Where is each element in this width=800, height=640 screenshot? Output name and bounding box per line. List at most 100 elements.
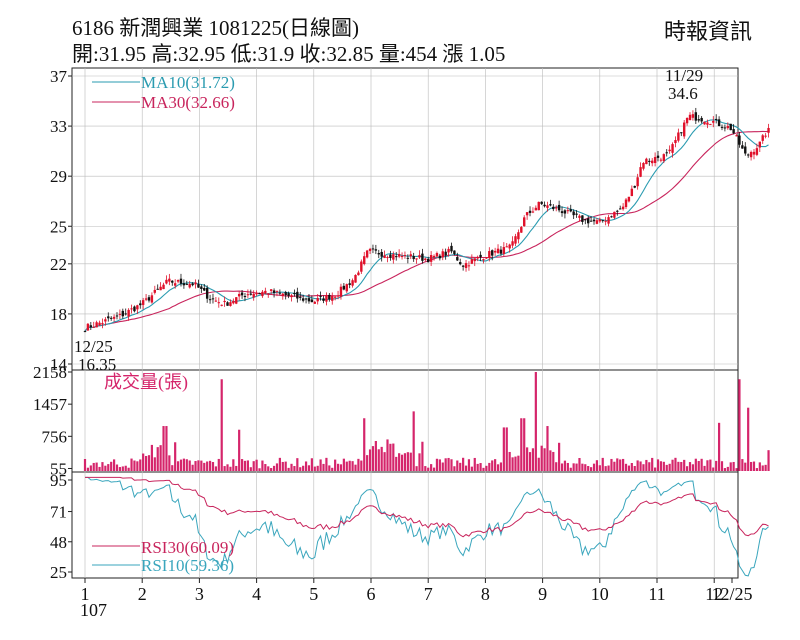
candle-up bbox=[650, 160, 654, 164]
volume-bar bbox=[159, 445, 162, 471]
candle-up bbox=[761, 135, 764, 141]
volume-bar bbox=[261, 460, 264, 471]
volume-bar bbox=[194, 461, 197, 471]
candle-down bbox=[205, 287, 209, 299]
candle-down bbox=[182, 283, 186, 286]
candle-up bbox=[400, 256, 404, 258]
candle-up bbox=[363, 256, 366, 265]
volume-bar bbox=[101, 462, 104, 471]
x-tick-label: 1 bbox=[81, 584, 90, 604]
volume-bar bbox=[592, 463, 596, 471]
volume-bar bbox=[496, 464, 500, 471]
candle-up bbox=[624, 199, 628, 208]
candle-up bbox=[677, 132, 680, 141]
candle-up bbox=[118, 313, 122, 315]
candle-down bbox=[665, 152, 668, 154]
low-date-label: 12/25 bbox=[74, 337, 113, 356]
volume-bars bbox=[83, 372, 770, 471]
candle-down bbox=[450, 245, 453, 252]
candle-up bbox=[627, 196, 631, 202]
candle-down bbox=[456, 257, 459, 261]
volume-bar bbox=[555, 462, 558, 471]
candle-down bbox=[543, 204, 546, 207]
candle-up bbox=[101, 323, 104, 325]
volume-bar bbox=[575, 463, 578, 471]
candle-up bbox=[397, 253, 401, 257]
rsi-y-tick: 71 bbox=[50, 503, 67, 522]
volume-bar bbox=[683, 459, 686, 471]
chart-title: 6186 新潤興業 1081225(日線圖) bbox=[72, 16, 359, 40]
volume-bar bbox=[415, 466, 418, 471]
volume-bar bbox=[761, 465, 764, 471]
volume-bar bbox=[95, 462, 98, 471]
candle-up bbox=[336, 295, 340, 297]
volume-bar bbox=[287, 467, 290, 471]
volume-bar bbox=[226, 464, 229, 471]
candle-up bbox=[127, 309, 130, 317]
candle-down bbox=[491, 250, 494, 256]
candle-down bbox=[601, 220, 604, 222]
candle-down bbox=[499, 249, 503, 254]
volume-bar bbox=[176, 461, 180, 471]
volume-bar bbox=[467, 459, 471, 471]
rsi-y-tick: 48 bbox=[50, 533, 67, 552]
candle-down bbox=[717, 119, 721, 127]
candle-up bbox=[368, 248, 372, 251]
volume-bar bbox=[459, 462, 462, 471]
volume-bar bbox=[587, 466, 590, 471]
volume-bar bbox=[671, 459, 674, 471]
candle-down bbox=[421, 253, 424, 261]
candle-down bbox=[552, 206, 555, 210]
candle-down bbox=[616, 210, 619, 212]
candle-up bbox=[488, 251, 491, 259]
candle-down bbox=[744, 146, 747, 154]
volume-bar bbox=[235, 465, 238, 471]
candle-up bbox=[424, 258, 427, 261]
volume-bar bbox=[98, 466, 101, 471]
candle-up bbox=[441, 251, 444, 258]
volume-bar bbox=[127, 467, 130, 471]
volume-bar bbox=[147, 455, 151, 471]
candle-up bbox=[432, 255, 436, 258]
candle-down bbox=[139, 303, 142, 306]
candle-down bbox=[656, 155, 660, 158]
candle-up bbox=[485, 257, 488, 259]
candle-up bbox=[703, 121, 706, 125]
volume-bar bbox=[552, 451, 555, 471]
volume-bar bbox=[520, 418, 523, 471]
volume-bar bbox=[211, 462, 215, 471]
volume-bar bbox=[270, 468, 273, 471]
volume-bar bbox=[104, 465, 107, 471]
candle-down bbox=[147, 297, 151, 301]
candle-up bbox=[383, 255, 386, 258]
rsi30-legend: RSI30(60.09) bbox=[141, 538, 234, 557]
candle-down bbox=[185, 283, 189, 285]
candle-up bbox=[578, 215, 581, 218]
candle-down bbox=[741, 145, 744, 149]
candle-up bbox=[537, 201, 540, 211]
candle-down bbox=[700, 117, 703, 122]
x-tick-label: 10 bbox=[591, 584, 609, 604]
volume-bar bbox=[322, 463, 325, 471]
candle-down bbox=[479, 254, 482, 258]
volume-bar bbox=[630, 463, 633, 471]
volume-bar bbox=[700, 458, 703, 471]
candle-up bbox=[275, 290, 279, 292]
volume-bar bbox=[139, 459, 142, 471]
volume-bar bbox=[706, 460, 709, 471]
candle-down bbox=[115, 315, 119, 317]
candle-up bbox=[214, 300, 218, 302]
volume-bar bbox=[470, 466, 473, 471]
candle-up bbox=[505, 246, 508, 248]
candle-down bbox=[107, 316, 110, 319]
volume-bar bbox=[441, 462, 444, 471]
volume-bar bbox=[703, 465, 706, 471]
x-tick-label: 6 bbox=[367, 584, 376, 604]
candle-down bbox=[243, 296, 247, 298]
candle-down bbox=[540, 201, 543, 204]
volume-bar bbox=[688, 462, 692, 471]
candle-up bbox=[333, 296, 337, 298]
candle-up bbox=[237, 293, 241, 297]
volume-bar bbox=[691, 464, 695, 471]
candle-down bbox=[191, 283, 194, 286]
